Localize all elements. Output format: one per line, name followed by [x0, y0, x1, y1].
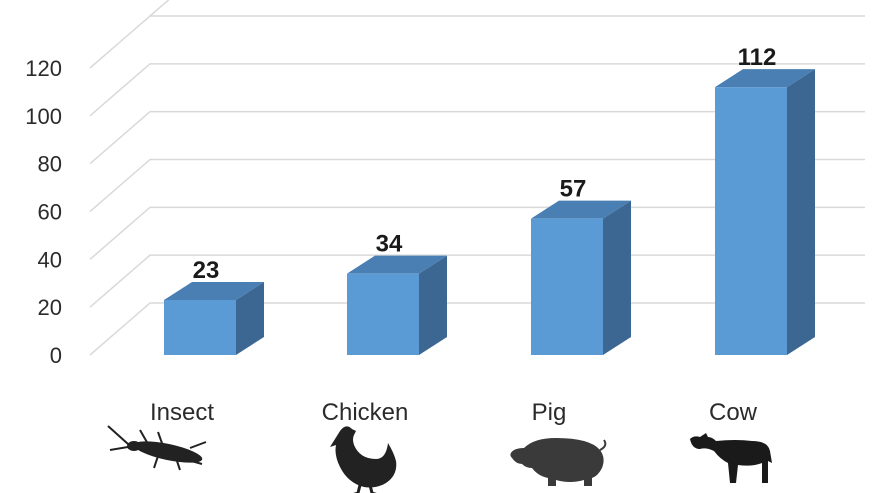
bar-front	[347, 273, 419, 355]
gridlines	[89, 0, 865, 356]
y-tick-label: 80	[38, 152, 62, 177]
x-category-label: Cow	[709, 399, 758, 426]
bar-side	[787, 69, 815, 355]
chicken-icon	[330, 426, 397, 493]
x-category-label: Chicken	[322, 399, 409, 426]
bar-side	[236, 281, 264, 355]
y-tick-label: 20	[38, 295, 62, 320]
bar-top	[164, 281, 264, 300]
y-axis-tick-labels: 0 20 40 60 80 100 120	[25, 56, 62, 368]
data-label: 34	[376, 231, 403, 258]
bar-front	[531, 218, 603, 355]
y-tick-label: 0	[50, 343, 62, 368]
bar-insect: 23	[164, 257, 264, 355]
gridline	[149, 0, 170, 17]
data-label: 23	[193, 257, 220, 284]
bar-top	[715, 69, 815, 88]
bar-top	[531, 200, 631, 219]
bar-top	[347, 255, 447, 274]
y-tick-label: 60	[38, 200, 62, 225]
x-category-label: Insect	[150, 399, 214, 426]
bar-pig: 57	[531, 176, 631, 355]
pig-icon	[510, 438, 607, 486]
gridline	[89, 158, 865, 213]
y-tick-label: 100	[25, 104, 62, 129]
bar-side	[603, 200, 631, 355]
gridline	[89, 110, 865, 165]
insect-icon	[107, 425, 207, 471]
gridline	[89, 63, 865, 117]
bar-side	[419, 255, 447, 355]
y-tick-label: 40	[38, 247, 62, 272]
bar-chicken: 34	[347, 231, 447, 355]
data-label: 112	[738, 44, 777, 71]
bars: 23 34 57 112	[164, 44, 815, 355]
x-category-label: Pig	[532, 399, 567, 426]
x-axis-labels: Insect Chicken Pig Cow	[150, 399, 758, 426]
bar-front	[164, 299, 236, 355]
bar-front	[715, 87, 787, 355]
y-tick-label: 120	[25, 56, 62, 81]
bar-cow: 112	[715, 44, 815, 355]
cow-icon	[690, 433, 772, 483]
data-label: 57	[560, 176, 587, 203]
